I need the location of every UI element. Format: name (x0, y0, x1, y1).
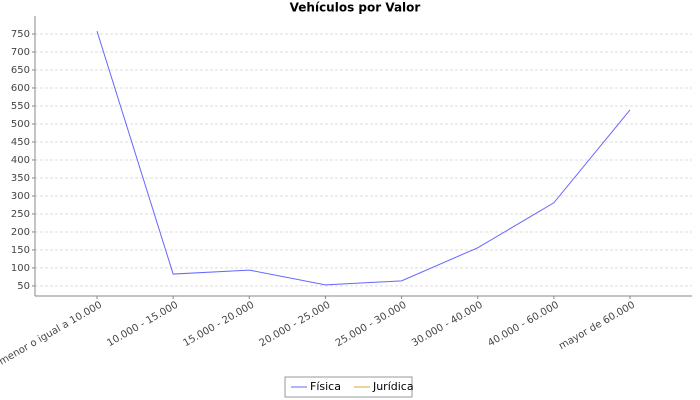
y-tick-label: 50 (17, 281, 30, 292)
y-tick-label: 250 (11, 209, 30, 220)
legend-label: Jurídica (372, 380, 414, 393)
y-tick-label: 600 (11, 83, 30, 94)
y-tick-label: 300 (11, 191, 30, 202)
legend-box (284, 376, 413, 398)
series-line (96, 30, 631, 286)
y-tick-label: 200 (11, 227, 30, 238)
y-tick-label: 550 (11, 101, 30, 112)
y-tick-label: 750 (11, 29, 30, 40)
y-tick-label: 650 (11, 65, 30, 76)
legend: Física Jurídica (284, 376, 414, 398)
legend-label: Física (310, 380, 341, 393)
y-tick-label: 100 (11, 263, 30, 274)
y-tick-label: 150 (11, 245, 30, 256)
y-tick-label: 400 (11, 155, 30, 166)
chart-title: Vehículos por Valor (290, 1, 421, 15)
y-tick-label: 500 (11, 119, 30, 130)
y-tick-label: 700 (11, 47, 30, 58)
y-tick-label: 350 (11, 173, 30, 184)
y-tick-label: 450 (11, 137, 30, 148)
